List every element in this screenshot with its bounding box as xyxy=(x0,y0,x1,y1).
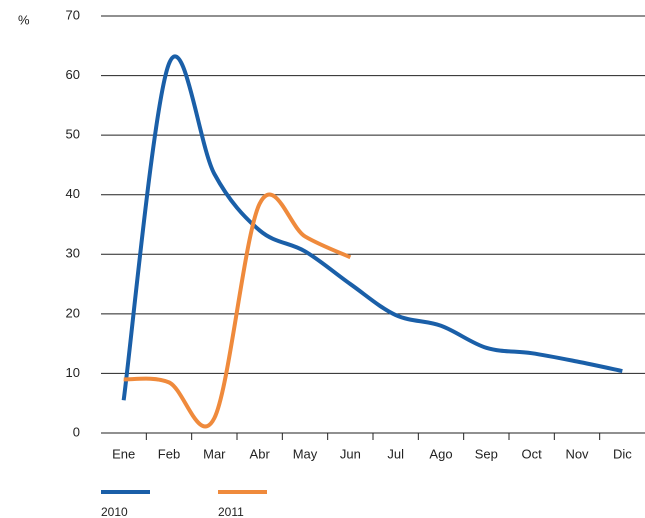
y-tick-label: 50 xyxy=(66,127,80,142)
x-tick-label: Ago xyxy=(429,446,452,461)
series-line xyxy=(121,54,623,401)
x-tick-label: Oct xyxy=(522,446,543,461)
x-tick-label: Dic xyxy=(613,446,632,461)
legend-label: 2010 xyxy=(101,505,128,518)
x-tick-label: Mar xyxy=(203,446,226,461)
x-tick-label: Sep xyxy=(475,446,498,461)
y-tick-label: 20 xyxy=(66,305,80,320)
y-tick-label: 0 xyxy=(73,424,80,439)
y-axis-label: % xyxy=(18,12,30,27)
legend-label: 2011 xyxy=(218,505,244,518)
y-tick-label: 70 xyxy=(66,7,80,22)
x-tick-label: Jul xyxy=(387,446,404,461)
x-tick-label: May xyxy=(293,446,318,461)
x-tick-label: Jun xyxy=(340,446,361,461)
series-line xyxy=(123,192,352,429)
x-tick-label: Ene xyxy=(112,446,135,461)
y-tick-label: 40 xyxy=(66,186,80,201)
x-tick-label: Feb xyxy=(158,446,180,461)
x-tick-label: Abr xyxy=(250,446,271,461)
x-tick-label: Nov xyxy=(565,446,589,461)
y-tick-label: 10 xyxy=(66,365,80,380)
y-tick-label: 30 xyxy=(66,246,80,261)
y-tick-label: 60 xyxy=(66,67,80,82)
